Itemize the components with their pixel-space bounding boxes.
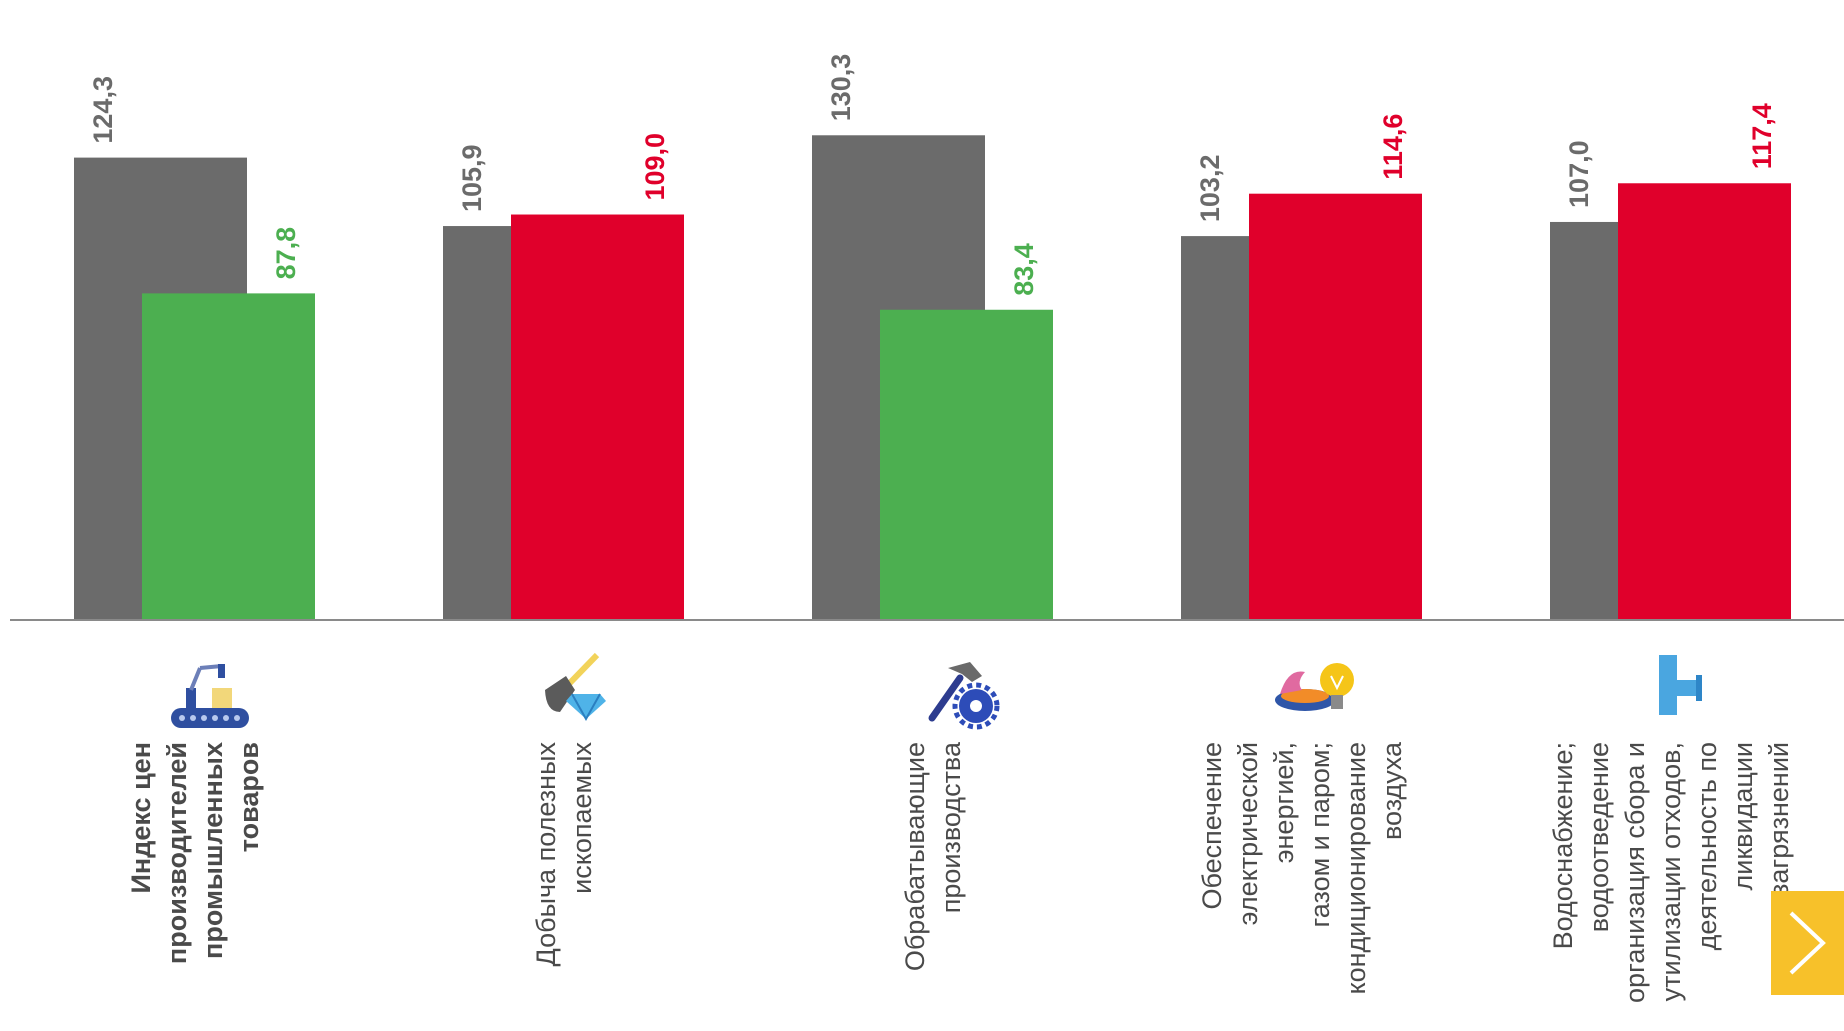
category-label-2-line-1: Добыча полезных [531, 742, 561, 967]
category-label-5-line-6: ликвидации [1728, 742, 1758, 890]
category-label-4-line-3: энергией, [1269, 742, 1299, 863]
category-label-4-line-2: электрической [1233, 742, 1263, 925]
category-label-5-line-1: Водоснабжение; [1548, 742, 1578, 949]
category-label-1-line-2: производителей [162, 742, 192, 964]
category-label-3-line-2: производства [936, 741, 966, 913]
gas-burner-bulb-icon [1275, 663, 1354, 711]
value-label-series1-5: 107,0 [1564, 140, 1594, 208]
next-slide-button[interactable] [1771, 891, 1844, 995]
value-label-series2-1: 87,8 [271, 227, 301, 280]
category-label-4-line-6: воздуха [1377, 741, 1407, 840]
conveyor-icon [171, 664, 249, 728]
category-label-1-line-4: товаров [234, 742, 264, 852]
category-label-4-line-4: газом и паром; [1305, 742, 1335, 927]
bar-series2-2 [511, 214, 684, 620]
value-label-series1-1: 124,3 [88, 76, 118, 144]
value-label-series2-5: 117,4 [1747, 103, 1777, 169]
category-label-2-line-2: ископаемых [567, 742, 597, 894]
value-label-series1-2: 105,9 [457, 144, 487, 212]
category-label-4-line-5: кондиционирование [1341, 742, 1371, 995]
bar-series2-5 [1618, 183, 1791, 620]
category-label-3-line-1: Обрабатывающие [900, 742, 930, 971]
value-label-series2-3: 83,4 [1009, 243, 1039, 296]
bar-series2-1 [142, 293, 315, 620]
chevron-right-icon [1789, 911, 1826, 975]
value-label-series1-4: 103,2 [1195, 155, 1225, 223]
category-label-5-line-5: деятельность по [1692, 742, 1722, 950]
value-label-series2-4: 114,6 [1378, 114, 1408, 180]
water-pipe-icon [1659, 655, 1702, 715]
category-label-5-line-2: водоотведение [1584, 742, 1614, 932]
bar-series2-3 [880, 309, 1053, 620]
category-label-5-line-4: утилизации отходов, [1656, 742, 1686, 1001]
category-label-1-line-3: промышленных [198, 742, 228, 959]
bar-series2-4 [1249, 193, 1422, 621]
category-labels-layer: Индекс цен производителей промышленных това… [126, 741, 1794, 1003]
category-label-4-line-1: Обеспечение [1197, 742, 1227, 910]
category-label-5-line-3: организация сбора и [1620, 742, 1650, 1003]
value-labels-layer: 124,3 87,8 105,9 109,0 130,3 83,4 103,2 114,6 10… [88, 54, 1777, 296]
category-icons-layer [171, 652, 1702, 730]
category-label-1-line-1: Индекс цен [126, 742, 156, 893]
category-label-5-line-7: загрязнений [1764, 742, 1794, 896]
shovel-diamond-icon [545, 652, 606, 722]
hammer-gear-icon [928, 662, 1000, 730]
value-label-series2-2: 109,0 [640, 133, 670, 201]
value-label-series1-3: 130,3 [826, 54, 856, 122]
bars-layer [74, 135, 1791, 621]
